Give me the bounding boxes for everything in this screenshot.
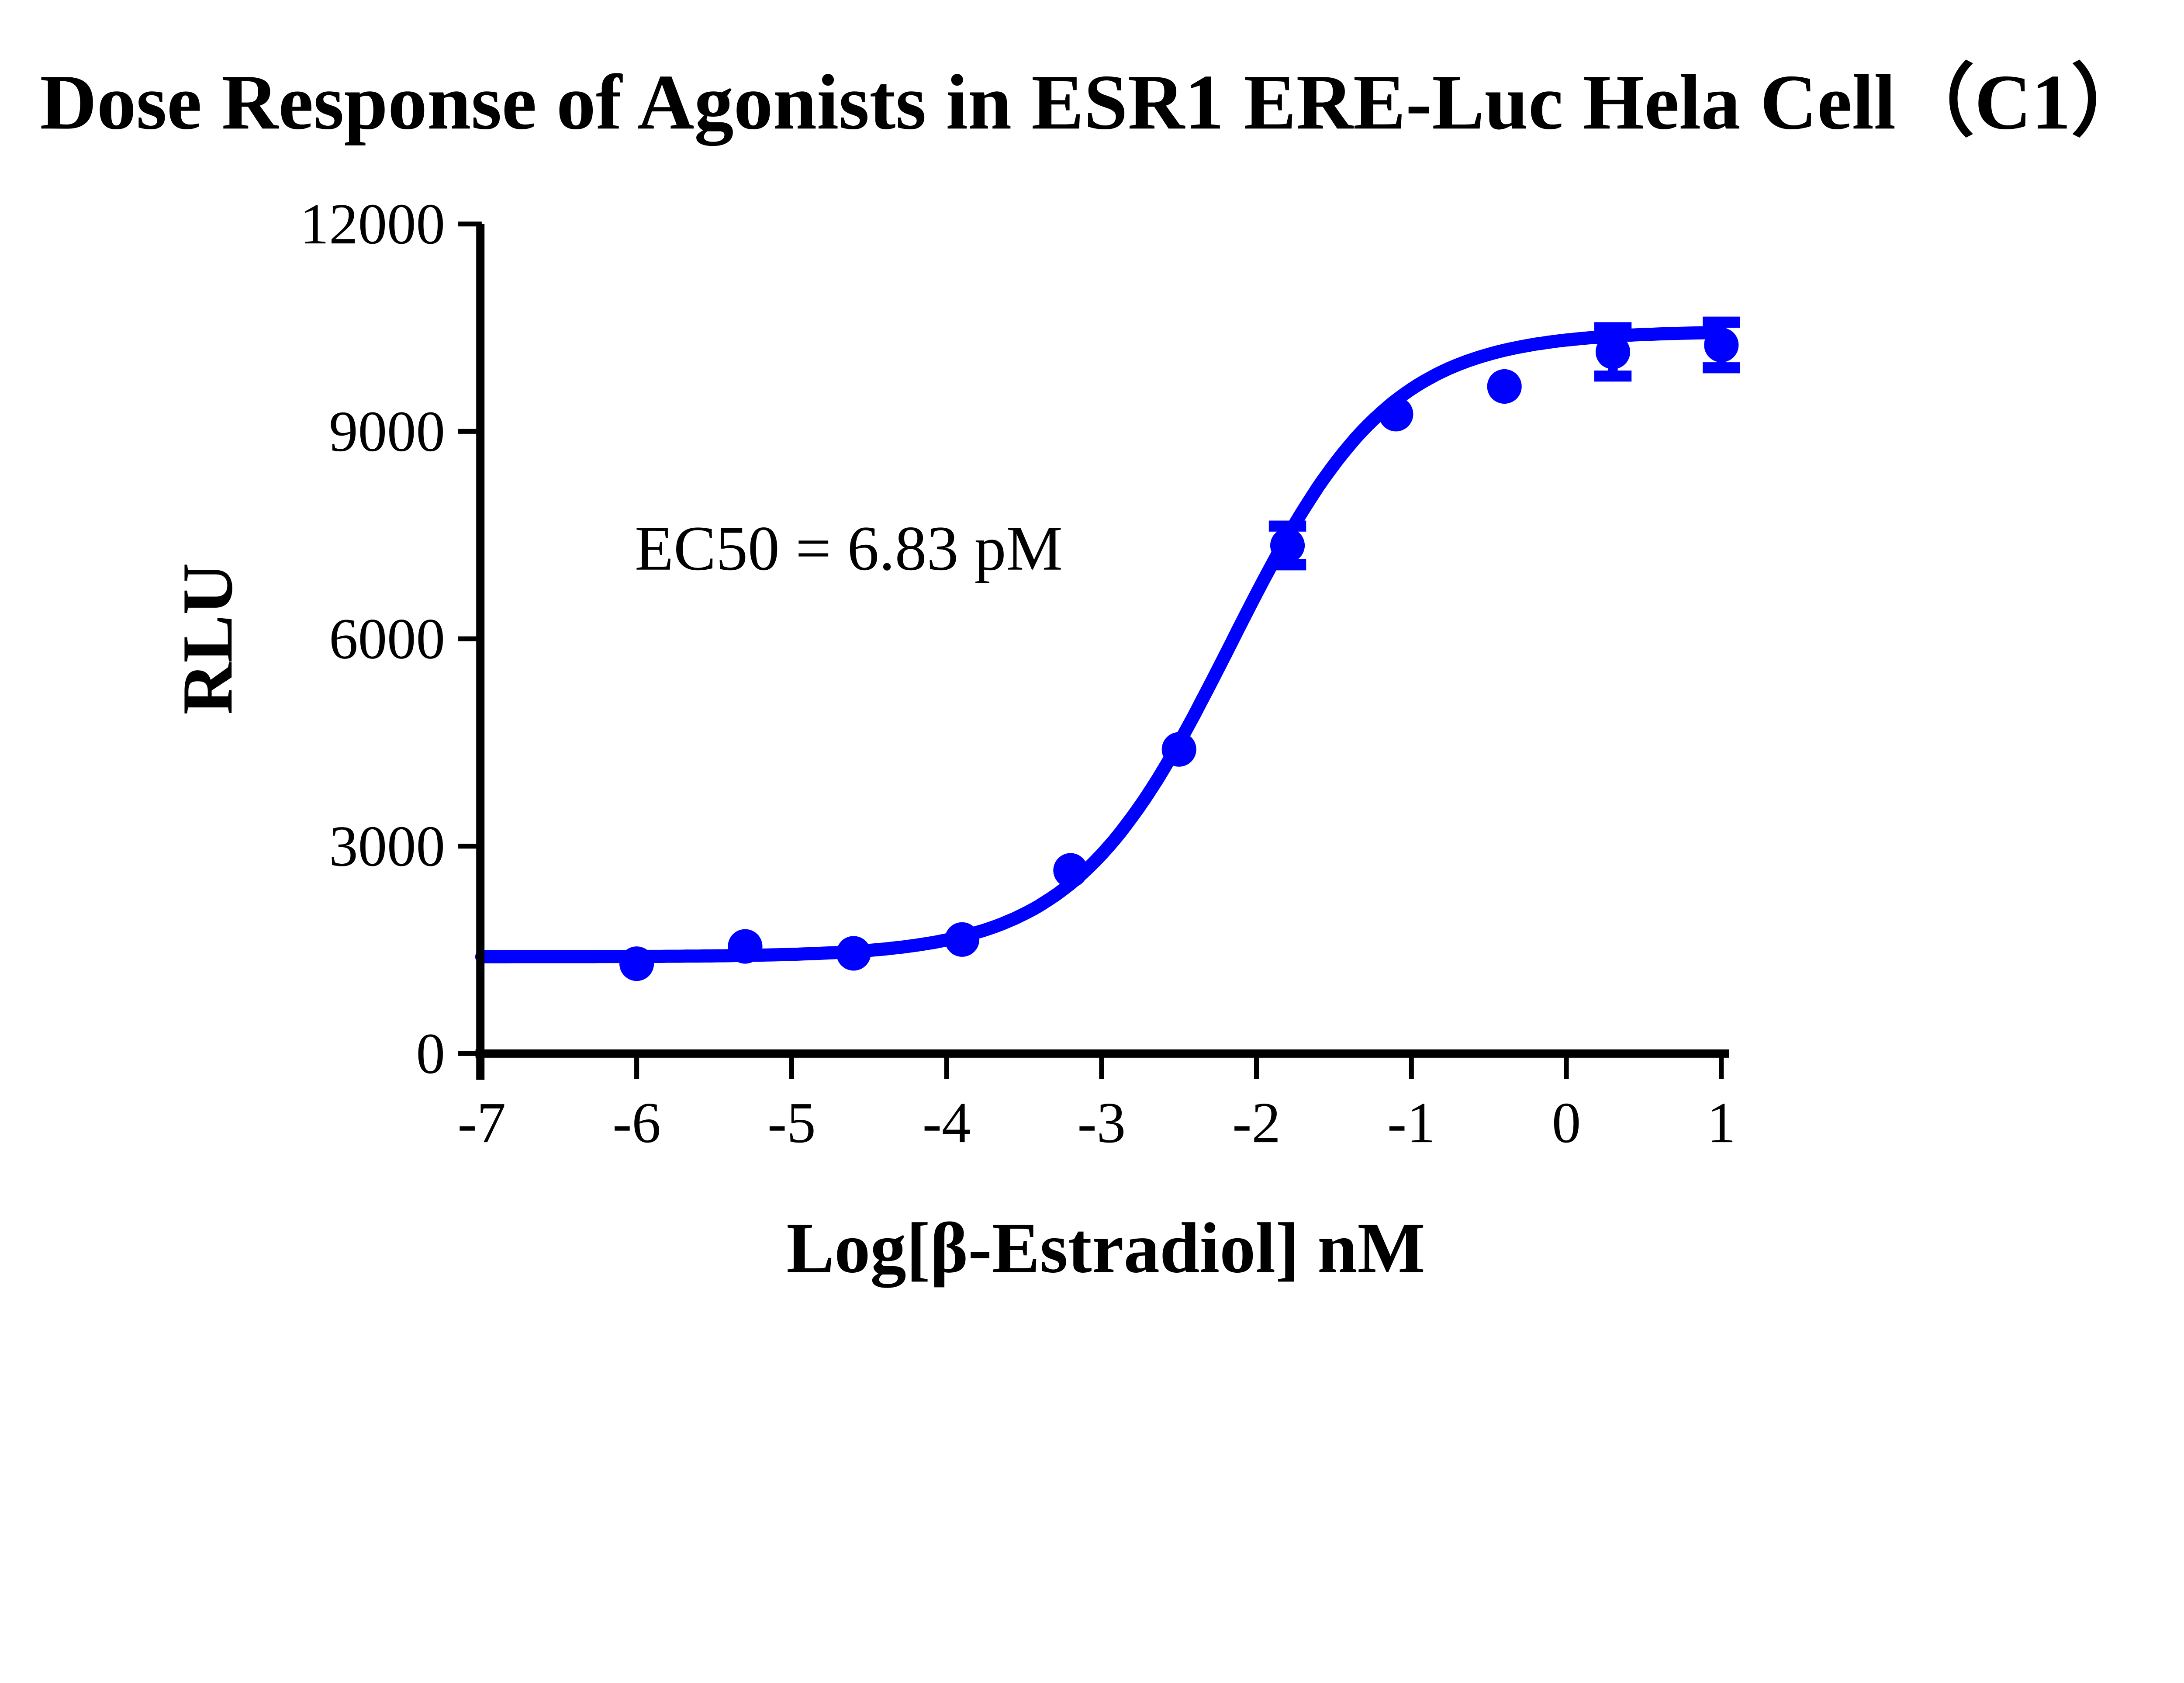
error-bar-layer [1268,316,1740,571]
x-tick-label: 1 [1707,1091,1736,1155]
data-point [728,929,763,964]
y-tick-label: 6000 [329,607,445,671]
data-point [945,922,980,957]
chart-title: Dose Response of Agonists in ESR1 ERE-Lu… [40,59,2149,146]
data-point-layer [619,327,1739,981]
y-tick-label: 0 [416,1022,445,1086]
ec50-annotation: EC50 = 6.83 pM [635,513,1063,584]
y-tick-label: 3000 [329,814,445,878]
x-tick-label: -6 [612,1091,661,1155]
data-point [836,936,871,971]
data-point [1379,397,1413,432]
y-tick-label: 9000 [329,399,445,464]
x-tick-label: -4 [923,1091,971,1155]
x-tick-label: -2 [1232,1091,1281,1155]
y-tick-label: 12000 [300,192,445,256]
fit-curve [475,326,1728,963]
fit-curve-layer [475,326,1728,963]
data-point [1704,327,1739,363]
x-tick-label: -3 [1077,1091,1126,1155]
x-axis-label: Log[β-Estradiol] nM [786,1208,1425,1288]
data-point [1595,334,1631,369]
y-axis-label: RLU [167,563,247,714]
axes-layer [458,222,1729,1080]
x-tick-label: -5 [767,1091,816,1155]
tick-label-layer: 0 3000 6000 9000 12000 -7 -6 -5 -4 -3 -2 -1 0 1 [300,192,1736,1155]
x-tick-label: -7 [457,1091,506,1155]
x-tick-label: 0 [1552,1091,1581,1155]
data-point [1487,369,1522,404]
x-tick-label: -1 [1387,1091,1436,1155]
data-point [619,946,654,981]
data-point [1270,528,1305,563]
dose-response-chart: 0 3000 6000 9000 12000 -7 -6 -5 -4 -3 -2 -1 0 1 Dose … [40,59,2150,1288]
data-point [1161,732,1196,767]
chart-canvas: 0 3000 6000 9000 12000 -7 -6 -5 -4 -3 -2 -1 0 1 Dose … [40,59,2150,1288]
data-point [1053,853,1088,888]
